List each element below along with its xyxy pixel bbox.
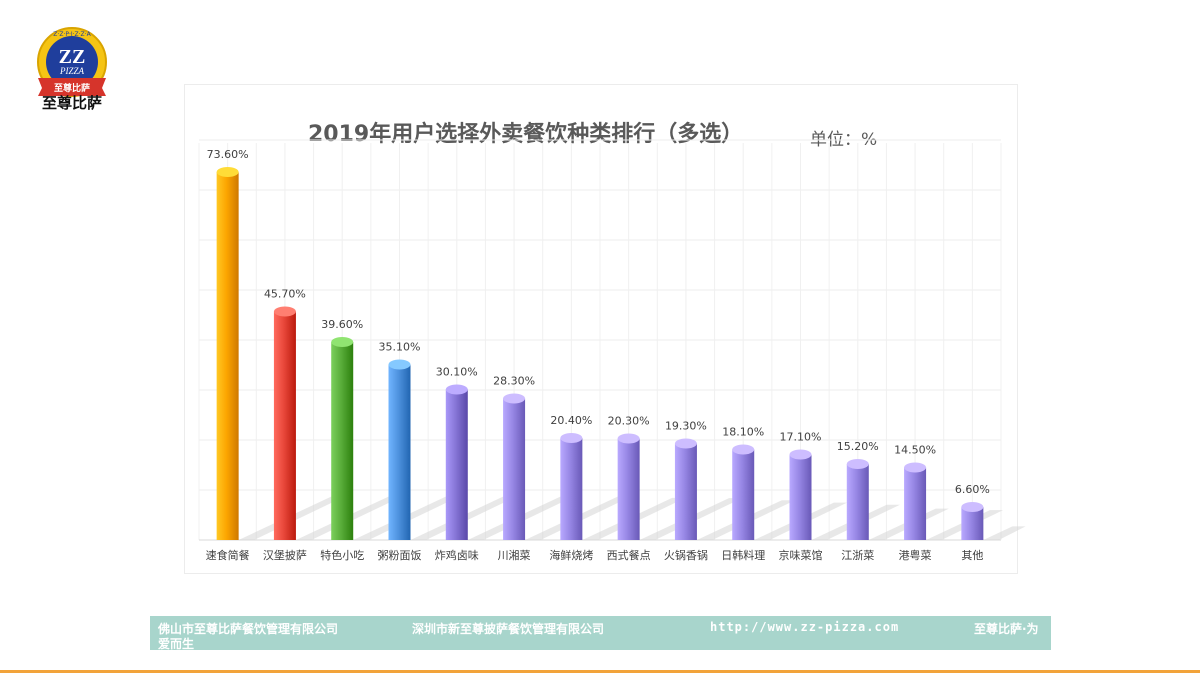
bar-7 [560,438,583,540]
accent-line [0,670,1200,673]
bar-3 [331,342,354,540]
chart-frame [184,84,1018,574]
x-tick-label: 速食简餐 [206,548,250,562]
data-label: 17.10% [780,431,822,444]
x-tick-label: 京味菜馆 [779,548,823,562]
footer-bar: 佛山市至尊比萨餐饮管理有限公司 深圳市新至尊披萨餐饮管理有限公司 http://… [150,616,1051,651]
footer-company-foshan: 佛山市至尊比萨餐饮管理有限公司 [158,622,339,636]
bar-shadow [983,526,1026,540]
bar-5 [445,389,468,540]
bar-13 [904,467,927,540]
bar-6 [503,398,526,540]
x-tick-label: 汉堡披萨 [263,548,307,562]
data-label: 35.10% [379,341,421,354]
bar-14 [961,507,984,540]
bar-top-11 [789,449,812,460]
bar-top-14 [961,502,984,512]
x-tick-label: 炸鸡卤味 [435,548,479,562]
footer-company-shenzhen: 深圳市新至尊披萨餐饮管理有限公司 [412,622,605,636]
svg-text:Z·Z·P·I·Z·Z·A: Z·Z·P·I·Z·Z·A [53,31,91,38]
x-tick-label: 川湘菜 [498,548,531,562]
bar-top-3 [331,337,354,347]
svg-text:PIZZA: PIZZA [59,66,85,76]
x-tick-label: 其他 [961,549,983,562]
data-label: 45.70% [264,288,306,301]
bar-top-6 [503,393,526,404]
bar-2 [273,311,296,540]
data-label: 39.60% [321,318,363,331]
data-label: 20.30% [608,415,650,428]
bar-10 [732,449,755,540]
zz-pizza-logo: ZZ PIZZA Z·Z·P·I·Z·Z·A 至尊比萨 [37,27,107,97]
bar-8 [617,438,640,540]
bar-9 [674,443,697,540]
data-label: 18.10% [722,426,764,439]
bar-top-10 [732,444,755,455]
data-label: 19.30% [665,420,707,433]
bar-top-1 [216,167,239,177]
svg-text:ZZ: ZZ [59,46,86,68]
bar-12 [846,464,869,540]
x-tick-label: 西式餐点 [607,548,651,562]
bar-top-7 [560,433,583,443]
data-label: 15.20% [837,440,879,453]
bar-top-5 [445,384,468,395]
bar-4 [388,364,411,540]
footer-slogan-continued: 爱而生 [158,637,195,651]
footer-website-link[interactable]: http://www.zz-pizza.com [710,620,900,634]
footer-slogan: 至尊比萨·为 [974,622,1039,636]
chart-title: 2019年用户选择外卖餐饮种类排行（多选） [308,122,744,147]
data-label: 20.40% [550,414,592,427]
data-label: 30.10% [436,366,478,379]
data-label: 6.60% [955,483,990,496]
bar-top-2 [273,306,296,317]
x-tick-label: 海鲜烧烤 [549,548,593,562]
x-tick-label: 粥粉面饭 [378,549,422,562]
bar-1 [216,172,239,540]
data-label: 14.50% [894,444,936,457]
bar-top-4 [388,359,411,370]
x-tick-label: 特色小吃 [320,548,364,562]
bar-top-9 [674,438,697,449]
bar-top-8 [617,433,640,444]
x-tick-label: 港粤菜 [899,548,932,562]
bar-11 [789,454,812,540]
data-label: 73.60% [207,148,249,161]
data-label: 28.30% [493,375,535,388]
svg-text:至尊比萨: 至尊比萨 [54,82,90,94]
bar-top-12 [846,459,869,469]
x-tick-label: 日韩料理 [721,548,765,562]
bar-top-13 [904,462,927,473]
brand-name: 至尊比萨 [41,94,102,112]
x-tick-label: 江浙菜 [841,549,874,562]
x-tick-label: 火锅香锅 [664,549,708,562]
